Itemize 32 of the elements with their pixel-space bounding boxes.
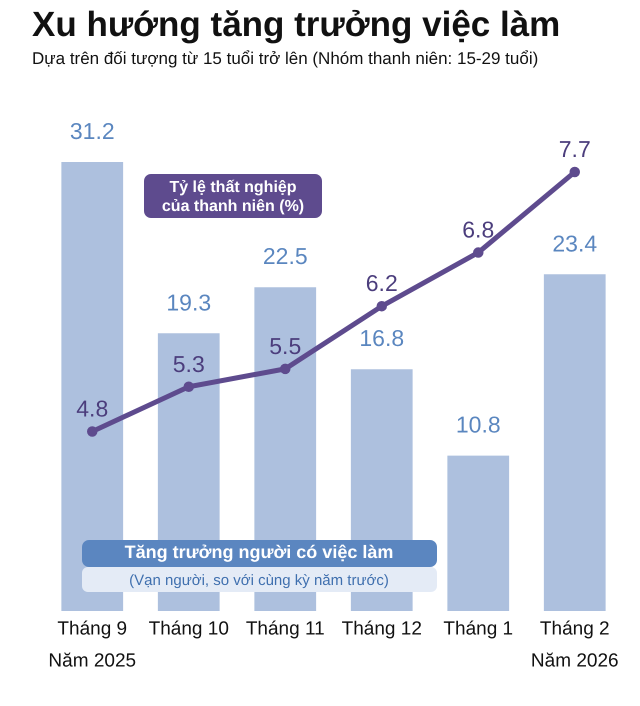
point	[570, 166, 580, 178]
data-label: 31.2	[70, 118, 115, 144]
chart-subtitle: Dựa trên đối tượng từ 15 tuổi trở lên (Nhóm thanh niên: 15-29 tuổi)	[32, 49, 538, 68]
data-label: 23.4	[552, 230, 598, 256]
point	[184, 382, 194, 392]
data-label: 5.3	[172, 350, 205, 377]
data-label: 19.3	[166, 289, 212, 316]
series-label: Tăng trưởng người có việc làm	[124, 542, 394, 562]
data-label: 22.5	[262, 243, 308, 270]
x-tick-label: Tháng 1	[443, 618, 514, 640]
chart-title: Xu hướng tăng trưởng việc làm	[32, 5, 560, 44]
data-label: 5.5	[269, 332, 302, 359]
x-tick-label: Tháng 12	[342, 618, 422, 640]
data-label: 10.8	[456, 412, 501, 438]
point	[87, 426, 98, 437]
text: Tỷ lệ thất nghiệp của thanh niên (%)	[162, 179, 304, 215]
x-tick-label: Tháng 2 Năm 2026	[530, 618, 619, 672]
x-tick-label: Tháng 10	[148, 618, 229, 640]
data-label: 16.8	[359, 325, 404, 352]
data-label: 6.2	[366, 270, 398, 296]
x-tick-label: Tháng 9 Năm 2025	[48, 618, 136, 672]
annotation: (Vạn người, so với cùng kỳ năm trước)	[129, 572, 389, 589]
data-label: 4.8	[76, 395, 108, 422]
data-label: 7.7	[558, 136, 591, 162]
point	[280, 364, 290, 374]
x-tick-label: Tháng 11	[246, 618, 325, 640]
point	[376, 300, 387, 312]
bar	[447, 456, 510, 611]
bar	[61, 162, 124, 611]
bar	[544, 274, 606, 611]
data-label: 6.8	[462, 216, 494, 243]
point	[473, 247, 484, 258]
